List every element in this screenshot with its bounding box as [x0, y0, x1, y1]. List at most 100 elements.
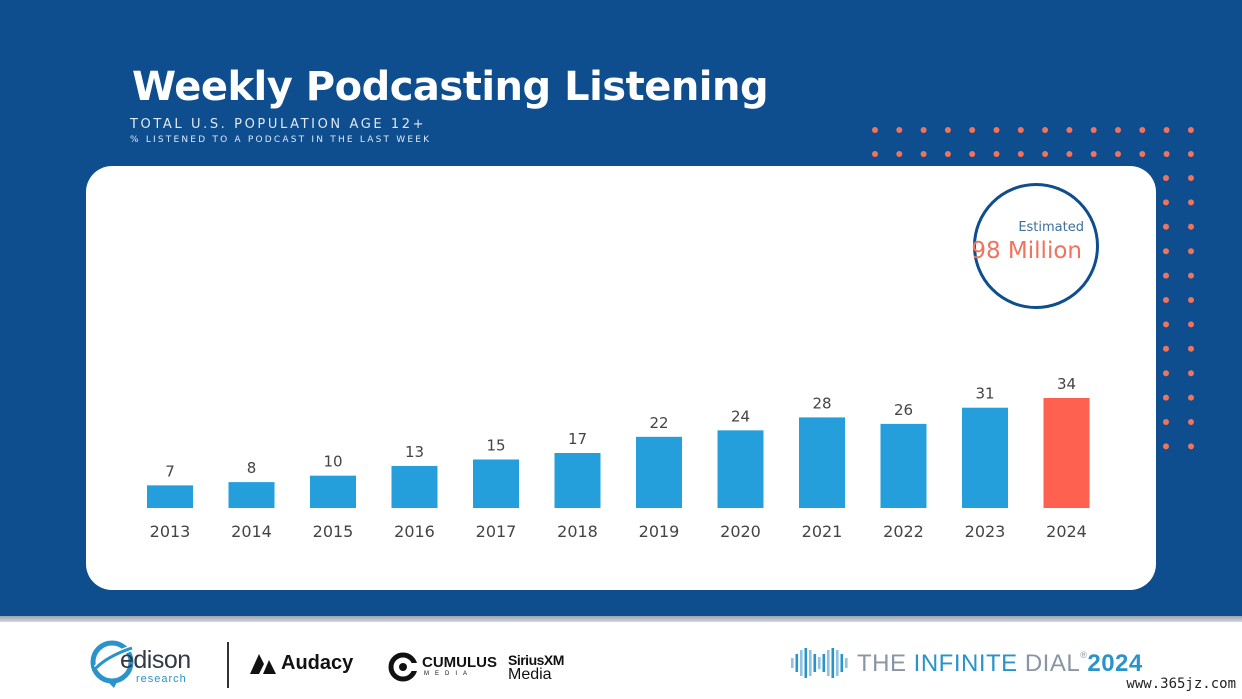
- dot: [896, 151, 903, 157]
- dial-registered: ®: [1080, 650, 1088, 660]
- bar-2015: [310, 475, 356, 508]
- estimate-value: 98 Million: [971, 238, 1082, 264]
- x-tick-label-2022: 2022: [883, 522, 924, 541]
- dot: [896, 127, 903, 133]
- x-tick-label-2016: 2016: [394, 522, 435, 541]
- dot: [1090, 151, 1097, 157]
- x-tick-label-2020: 2020: [720, 522, 761, 541]
- dot: [1163, 272, 1169, 279]
- x-tick-label-2015: 2015: [313, 522, 354, 541]
- dial-bar: [827, 650, 830, 676]
- dot: [1066, 151, 1073, 157]
- siriusxm-sub: Media: [508, 666, 552, 683]
- data-label-2013: 7: [165, 462, 175, 480]
- footer: edison research Audacy CUMULUS MEDIA Sir…: [0, 622, 1242, 699]
- dot: [1188, 199, 1194, 206]
- dial-dial: DIAL: [1024, 650, 1081, 677]
- data-label-2016: 13: [405, 443, 424, 461]
- dot: [1163, 321, 1169, 328]
- dot: [1188, 419, 1194, 425]
- dial-bar: [813, 654, 817, 672]
- dial-bar: [822, 654, 826, 672]
- dot: [1187, 151, 1194, 157]
- x-tick-label-2021: 2021: [802, 522, 843, 541]
- dot: [993, 151, 1000, 157]
- dial-bar: [804, 648, 808, 678]
- infinite-dial-text: THE INFINITE DIAL®2024: [857, 650, 1143, 678]
- dot: [872, 127, 878, 133]
- dot: [1188, 223, 1194, 230]
- dot: [1187, 127, 1194, 133]
- dial-bar: [795, 654, 799, 672]
- dial-the: THE: [857, 650, 914, 677]
- dot: [1163, 419, 1169, 425]
- dial-bar: [809, 650, 812, 676]
- bar-2019: [636, 436, 682, 508]
- dot: [1139, 127, 1146, 133]
- infinite-dial-logo: THE INFINITE DIAL®2024: [789, 646, 1149, 682]
- bar-chart: 7 2013 8 2014 10 2015 13 2016 15 2017 17 2018 22 2019…: [147, 375, 1090, 541]
- dot: [1163, 127, 1170, 133]
- dot: [1188, 175, 1194, 181]
- x-tick-label-2023: 2023: [965, 522, 1006, 541]
- dial-bar: [840, 654, 844, 672]
- bar-2013: [147, 485, 193, 508]
- data-label-2023: 31: [975, 385, 994, 403]
- dot: [1188, 443, 1194, 450]
- dot: [1188, 370, 1194, 377]
- dot: [1163, 199, 1169, 206]
- cumulus-icon: [388, 652, 418, 682]
- dial-bar: [791, 658, 794, 668]
- x-tick-label-2013: 2013: [150, 522, 191, 541]
- bar-2024: [1043, 398, 1090, 508]
- cumulus-sub: MEDIA: [424, 671, 474, 677]
- data-label-2014: 8: [247, 459, 257, 477]
- bar-2014: [228, 482, 275, 508]
- dial-bar: [800, 650, 803, 676]
- dial-bar: [845, 658, 848, 668]
- dot: [1163, 151, 1170, 157]
- dot: [1066, 127, 1073, 133]
- audacy-name: Audacy: [281, 652, 354, 674]
- dot: [1017, 151, 1024, 157]
- bar-2018: [554, 453, 601, 508]
- dot: [1163, 248, 1169, 255]
- estimate-badge: Estimated 98 Million: [971, 183, 1099, 309]
- logo-separator: [227, 642, 229, 688]
- audacy-icon: [250, 654, 276, 674]
- chart-title: Weekly Podcasting Listening: [132, 64, 769, 110]
- dot: [1042, 151, 1049, 157]
- bar-2021: [799, 417, 845, 508]
- x-tick-label-2019: 2019: [639, 522, 680, 541]
- dot: [1188, 297, 1194, 303]
- dot: [1163, 297, 1169, 303]
- slide-background: Weekly Podcasting Listening TOTAL U.S. P…: [0, 0, 1242, 616]
- dial-year: 2024: [1087, 650, 1143, 677]
- dot: [1115, 127, 1121, 133]
- dot: [920, 151, 927, 157]
- data-label-2018: 17: [568, 430, 587, 448]
- x-tick-label-2017: 2017: [476, 522, 517, 541]
- bar-2023: [962, 407, 1008, 508]
- x-tick-label-2014: 2014: [231, 522, 272, 541]
- dot: [920, 127, 927, 133]
- bar-2022: [880, 423, 927, 508]
- dot: [1163, 345, 1169, 352]
- infinity-bars-icon: [791, 648, 848, 678]
- chart-card: 7 2013 8 2014 10 2015 13 2016 15 2017 17 2018 22 2019…: [86, 166, 1156, 590]
- dot: [944, 151, 951, 157]
- data-label-2022: 26: [894, 401, 913, 419]
- chart-subtitle: TOTAL U.S. POPULATION AGE 12+: [130, 117, 427, 132]
- dot: [1188, 321, 1194, 328]
- x-tick-label-2018: 2018: [557, 522, 598, 541]
- dot: [1188, 345, 1194, 352]
- dot: [1188, 394, 1194, 401]
- bar-2016: [391, 465, 438, 508]
- estimate-label: Estimated: [1018, 220, 1084, 235]
- dot: [969, 127, 976, 133]
- data-label-2020: 24: [731, 407, 750, 425]
- edison-swoosh-icon: [90, 640, 134, 688]
- data-label-2015: 10: [323, 453, 342, 471]
- bar-2017: [473, 459, 519, 508]
- edison-sub: research: [136, 673, 187, 685]
